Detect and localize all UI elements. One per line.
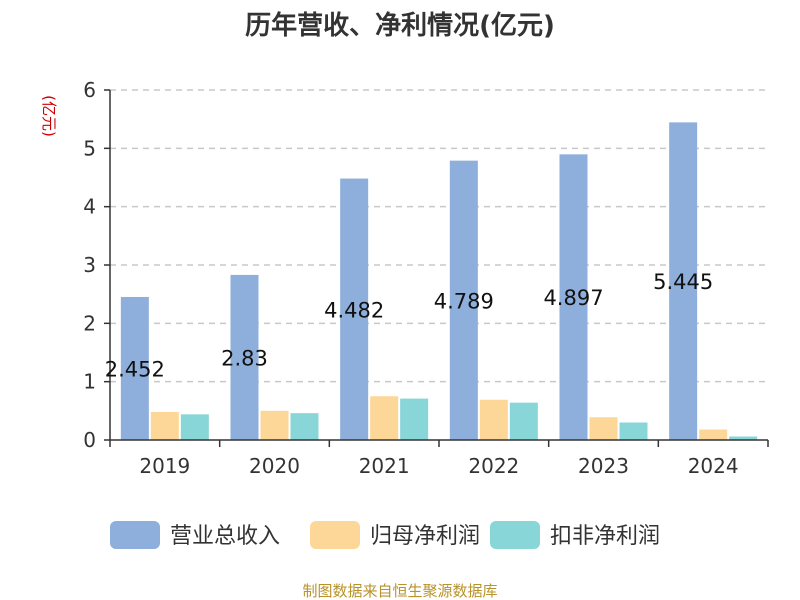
legend-swatch-3 [490, 521, 540, 549]
y-tick-label-2: 2 [83, 311, 96, 335]
bar-1-2022 [449, 160, 478, 440]
x-tick-label-2024: 2024 [688, 454, 739, 478]
data-label-2019: 2.452 [105, 357, 165, 381]
x-tick-label-2022: 2022 [468, 454, 519, 478]
y-tick-label-1: 1 [83, 370, 96, 394]
legend-swatch-1 [110, 521, 160, 549]
bar-3-2024 [729, 436, 758, 440]
y-tick-label-0: 0 [83, 428, 96, 452]
bar-1-2021 [340, 178, 369, 441]
bar-3-2019 [180, 414, 209, 440]
y-tick-label-4: 4 [83, 195, 96, 219]
legend-label-1: 营业总收入 [170, 524, 280, 549]
source-note: 制图数据来自恒生聚源数据库 [302, 582, 497, 600]
bar-2-2023 [589, 417, 618, 440]
bar-2-2019 [150, 412, 179, 440]
bar-1-2023 [559, 154, 588, 440]
legend-label-2: 归母净利润 [370, 524, 480, 549]
axes: 0 1 2 3 4 5 6 2019 2020 2021 2022 2023 2024 [83, 78, 769, 478]
data-label-2021: 4.482 [324, 298, 384, 322]
bar-1-2019 [120, 296, 149, 440]
y-tick-label-6: 6 [83, 78, 96, 102]
y-axis-unit-label: (亿元) [40, 95, 58, 137]
x-tick-label-2023: 2023 [578, 454, 629, 478]
x-tick-label-2020: 2020 [249, 454, 300, 478]
data-label-2023: 4.897 [543, 286, 603, 310]
data-label-2020: 2.83 [221, 346, 268, 370]
bar-3-2021 [400, 398, 429, 440]
bar-3-2022 [509, 402, 538, 440]
data-label-2024: 5.445 [653, 270, 713, 294]
bar-3-2023 [619, 422, 648, 440]
bar-3-2020 [290, 413, 319, 440]
legend-swatch-2 [310, 521, 360, 549]
data-label-2022: 4.789 [434, 289, 494, 313]
bar-2-2022 [479, 399, 508, 440]
y-tick-label-5: 5 [83, 136, 96, 160]
bar-2-2021 [370, 396, 399, 440]
bars [120, 122, 758, 441]
bar-1-2024 [669, 122, 698, 440]
legend: 营业总收入 归母净利润 扣非净利润 [110, 521, 660, 549]
bar-2-2024 [699, 429, 728, 440]
data-labels: 2.452 2.83 4.482 4.789 4.897 5.445 [105, 270, 713, 381]
bar-2-2020 [260, 410, 289, 440]
bar-1-2020 [230, 274, 259, 440]
x-tick-label-2021: 2021 [359, 454, 410, 478]
chart-title: 历年营收、净利情况(亿元) [245, 10, 555, 41]
y-tick-label-3: 3 [83, 253, 96, 277]
legend-label-3: 扣非净利润 [550, 524, 660, 549]
x-tick-label-2019: 2019 [139, 454, 190, 478]
